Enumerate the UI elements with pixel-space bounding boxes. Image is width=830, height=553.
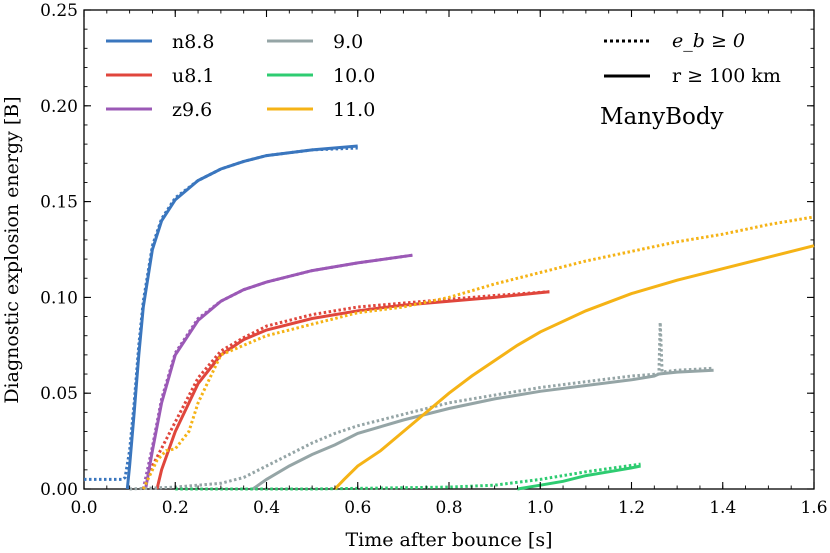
series-line-9-0-dotted bbox=[129, 322, 714, 491]
x-tick-label: 1.6 bbox=[800, 498, 827, 518]
style-legend: e_b ≥ 0 r ≥ 100 km bbox=[604, 30, 781, 87]
legend-label-n8-8: n8.8 bbox=[172, 31, 214, 53]
y-tick-label: 0.15 bbox=[40, 193, 78, 213]
series-line-10-0-solid bbox=[517, 464, 641, 491]
series-line-u8-1-solid bbox=[155, 290, 550, 490]
series-line-u8-1-dotted bbox=[141, 290, 550, 490]
x-tick-label: 0.8 bbox=[435, 498, 462, 518]
y-axis-label: Diagnostic explosion energy [B] bbox=[1, 96, 23, 403]
y-tick-label: 0.25 bbox=[40, 1, 78, 21]
series-line-9-0-solid bbox=[251, 368, 714, 491]
series-line-z9-6-solid bbox=[144, 253, 413, 490]
series-line-z9-6-dotted bbox=[141, 253, 413, 490]
series-line-n8-8-dotted bbox=[84, 146, 358, 481]
series-layer bbox=[84, 144, 815, 491]
legend-label-10-0: 10.0 bbox=[333, 65, 375, 87]
series-line-11-0-solid bbox=[333, 244, 815, 491]
tick-layer: 0.0 0.2 0.4 0.6 0.8 1.0 1.2 1.4 1.6 0.00 0.05 0.10 0… bbox=[40, 1, 827, 518]
style-legend-solid-label: r ≥ 100 km bbox=[672, 65, 781, 87]
x-tick-label: 0.4 bbox=[253, 498, 280, 518]
series-line-n8-8-solid bbox=[125, 144, 358, 490]
x-tick-label: 1.4 bbox=[709, 498, 736, 518]
legend-label-9-0: 9.0 bbox=[333, 31, 363, 53]
y-tick-label: 0.20 bbox=[40, 97, 78, 117]
x-tick-label: 0.6 bbox=[344, 498, 371, 518]
legend-label-u8-1: u8.1 bbox=[172, 65, 214, 87]
legend: n8.8 u8.1 z9.6 9.0 10.0 11.0 bbox=[106, 31, 375, 121]
style-legend-dotted-label: e_b ≥ 0 bbox=[672, 30, 745, 52]
x-tick-label: 1.0 bbox=[527, 498, 554, 518]
y-tick-label: 0.00 bbox=[40, 480, 78, 500]
series-line-11-0-dotted bbox=[141, 215, 815, 490]
legend-label-z9-6: z9.6 bbox=[172, 99, 212, 121]
legend-label-11-0: 11.0 bbox=[333, 99, 375, 121]
annotation-text: ManyBody bbox=[600, 104, 724, 130]
x-tick-label: 0.0 bbox=[70, 498, 97, 518]
x-axis-label: Time after bounce [s] bbox=[346, 529, 553, 551]
y-tick-label: 0.10 bbox=[40, 288, 78, 308]
x-tick-label: 1.2 bbox=[618, 498, 645, 518]
y-tick-label: 0.05 bbox=[40, 384, 78, 404]
plot-area: 0.0 0.2 0.4 0.6 0.8 1.0 1.2 1.4 1.6 0.00 0.05 0.10 0… bbox=[40, 1, 827, 518]
x-tick-label: 0.2 bbox=[162, 498, 189, 518]
